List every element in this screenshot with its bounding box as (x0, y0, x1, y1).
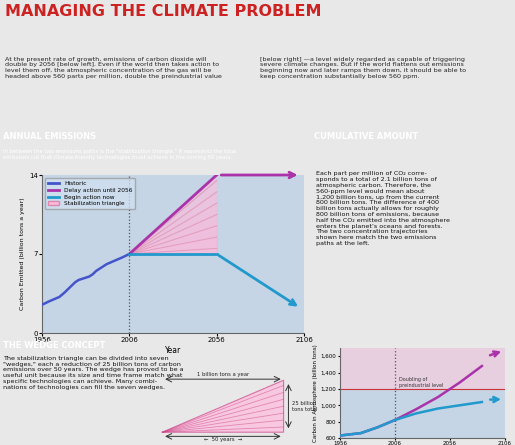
Y-axis label: Carbon in Atmosphere (billion tons): Carbon in Atmosphere (billion tons) (313, 344, 318, 442)
Text: CUMULATIVE AMOUNT: CUMULATIVE AMOUNT (314, 132, 418, 141)
Text: ANNUAL EMISSIONS: ANNUAL EMISSIONS (3, 132, 96, 141)
Text: At the present rate of growth, emissions of carbon dioxide will
double by 2056 [: At the present rate of growth, emissions… (5, 57, 222, 79)
X-axis label: Year: Year (165, 346, 181, 355)
Text: ←  50 years  →: ← 50 years → (204, 437, 242, 442)
Text: [below right] —a level widely regarded as capable of triggering
severe climate c: [below right] —a level widely regarded a… (260, 57, 466, 79)
Text: MANAGING THE CLIMATE PROBLEM: MANAGING THE CLIMATE PROBLEM (5, 4, 322, 19)
Polygon shape (129, 175, 217, 254)
Text: 1 billion tons a year: 1 billion tons a year (197, 372, 249, 377)
Text: In between the two emissions paths is the "stabilization triangle." It represent: In between the two emissions paths is th… (3, 149, 236, 160)
Text: Each part per million of CO₂ corre-
sponds to a total of 2.1 billion tons of
atm: Each part per million of CO₂ corre- spon… (316, 171, 450, 246)
Legend: Historic, Delay action until 2056, Begin action now, Stabilization triangle: Historic, Delay action until 2056, Begin… (45, 178, 135, 209)
Text: 25 billion
tons total: 25 billion tons total (292, 401, 317, 412)
Text: Doubling of
preindustrial level: Doubling of preindustrial level (400, 377, 444, 388)
Text: The stabilization triangle can be divided into seven
"wedges," each a reduction : The stabilization triangle can be divide… (3, 356, 184, 390)
Text: THE WEDGE CONCEPT: THE WEDGE CONCEPT (3, 341, 106, 351)
Y-axis label: Carbon Emitted (billion tons a year): Carbon Emitted (billion tons a year) (20, 198, 25, 310)
Polygon shape (162, 380, 284, 432)
Bar (340, 348, 505, 389)
